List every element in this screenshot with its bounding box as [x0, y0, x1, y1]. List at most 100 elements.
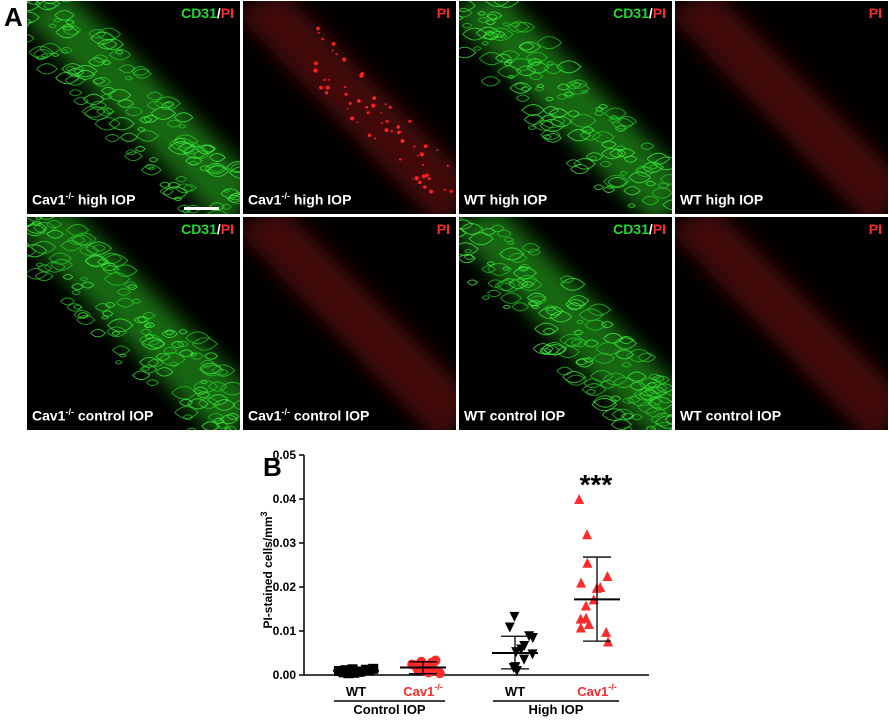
micrograph-caption: WT control IOP: [680, 407, 781, 424]
caption-superscript: -/-: [65, 407, 74, 418]
x-group-label: Cav1-/-: [577, 682, 617, 699]
stain-label: CD31/PI: [181, 5, 234, 21]
data-point: [412, 664, 423, 675]
caption-superscript: -/-: [281, 407, 290, 418]
data-point: [602, 571, 613, 581]
x-group-label-text: WT: [505, 684, 525, 699]
stain-label: CD31/PI: [613, 221, 666, 237]
y-axis-label-text: PI-stained cells/mm: [261, 516, 275, 628]
data-point: [580, 600, 591, 611]
data-point: [527, 633, 538, 644]
data-point: [527, 649, 538, 660]
caption-genotype: WT high IOP: [464, 192, 548, 208]
caption-genotype: WT control IOP: [464, 408, 566, 424]
micrograph-1: CD31/PI Cav1-/- high IOP: [27, 1, 240, 214]
caption-genotype: Cav1: [32, 192, 66, 208]
stain-label: PI: [437, 221, 450, 237]
data-point: [504, 622, 515, 633]
caption-condition: control IOP: [289, 408, 370, 424]
data-point: [583, 618, 594, 629]
data-point: [509, 611, 520, 622]
stain-cd31: CD31: [181, 5, 217, 21]
stain-slash: /: [648, 221, 653, 237]
x-group-label: Cav1-/-: [403, 682, 443, 699]
stain-cd31: CD31: [181, 221, 217, 237]
caption-condition: high IOP: [289, 192, 352, 208]
stain-slash: /: [216, 221, 221, 237]
data-point: [516, 644, 527, 655]
stain-cd31: CD31: [613, 5, 649, 21]
panel-b-label: B: [263, 452, 282, 482]
micrograph-caption: Cav1-/- control IOP: [32, 407, 153, 424]
stain-label: PI: [869, 221, 882, 237]
stain-label: PI: [437, 5, 450, 21]
caption-condition: high IOP: [73, 192, 136, 208]
micrograph-caption: Cav1-/- high IOP: [248, 191, 351, 208]
caption-genotype: Cav1: [248, 408, 282, 424]
significance-marker: ***: [580, 469, 613, 500]
caption-genotype: Cav1: [248, 192, 282, 208]
micrograph-8: PI WT control IOP: [675, 217, 888, 430]
y-tick-label: 0.01: [273, 624, 297, 638]
caption-genotype: WT high IOP: [680, 192, 764, 208]
micrograph-caption: WT high IOP: [464, 191, 547, 208]
micrograph-caption: Cav1-/- high IOP: [32, 191, 135, 208]
data-point: [582, 557, 593, 568]
y-axis-label-superscript: 3: [259, 511, 269, 516]
data-point: [582, 529, 593, 540]
stain-label: PI: [869, 5, 882, 21]
data-point: [426, 657, 437, 668]
x-group-label-superscript: -/-: [434, 682, 443, 692]
x-group-label-text: Cav1: [403, 684, 434, 699]
data-point: [574, 494, 585, 504]
caption-genotype: WT control IOP: [680, 408, 782, 424]
micrograph-2: PI Cav1-/- high IOP: [243, 1, 456, 214]
stain-pi: PI: [652, 221, 666, 237]
stain-label: CD31/PI: [181, 221, 234, 237]
data-point: [575, 613, 586, 624]
panel-a-label: A: [4, 2, 23, 32]
caption-superscript: -/-: [65, 191, 74, 202]
y-tick-label: 0.02: [273, 580, 297, 594]
data-point: [519, 654, 530, 665]
scale-bar: [184, 207, 219, 210]
x-group-label: WT: [346, 684, 366, 699]
group-bracket-label: High IOP: [529, 702, 584, 717]
y-tick-label: 0.03: [273, 536, 297, 550]
data-point: [595, 582, 606, 592]
stain-slash: /: [648, 5, 653, 21]
stain-label: CD31/PI: [613, 5, 666, 21]
stain-slash: /: [216, 5, 221, 21]
micrograph-caption: WT high IOP: [680, 191, 763, 208]
micrograph-4: PI WT high IOP: [675, 1, 888, 214]
micrograph-3: CD31/PI WT high IOP: [459, 1, 672, 214]
caption-condition: control IOP: [73, 408, 154, 424]
caption-genotype: Cav1: [32, 408, 66, 424]
x-group-label: WT: [505, 684, 525, 699]
data-point: [353, 666, 364, 677]
stain-cd31: CD31: [613, 221, 649, 237]
stain-pi: PI: [436, 5, 450, 21]
y-tick-label: 0.04: [273, 492, 297, 506]
micrograph-caption: Cav1-/- control IOP: [248, 407, 369, 424]
y-tick-label: 0.05: [273, 448, 297, 462]
group-bracket-label: Control IOP: [353, 702, 426, 717]
stain-pi: PI: [652, 5, 666, 21]
stain-pi: PI: [868, 221, 882, 237]
micrograph-5: CD31/PI Cav1-/- control IOP: [27, 217, 240, 430]
x-group-label-superscript: -/-: [608, 682, 617, 692]
x-group-label-text: Cav1: [577, 684, 608, 699]
micrograph-7: CD31/PI WT control IOP: [459, 217, 672, 430]
stain-pi: PI: [220, 221, 234, 237]
data-point: [601, 626, 612, 637]
stain-pi: PI: [436, 221, 450, 237]
data-point: [368, 663, 379, 674]
micrograph-6: PI Cav1-/- control IOP: [243, 217, 456, 430]
data-point: [576, 577, 587, 588]
y-axis-label: PI-stained cells/mm3: [259, 511, 275, 628]
x-group-label-text: WT: [346, 684, 366, 699]
y-tick-label: 0.00: [273, 668, 297, 682]
stain-pi: PI: [868, 5, 882, 21]
stain-pi: PI: [220, 5, 234, 21]
